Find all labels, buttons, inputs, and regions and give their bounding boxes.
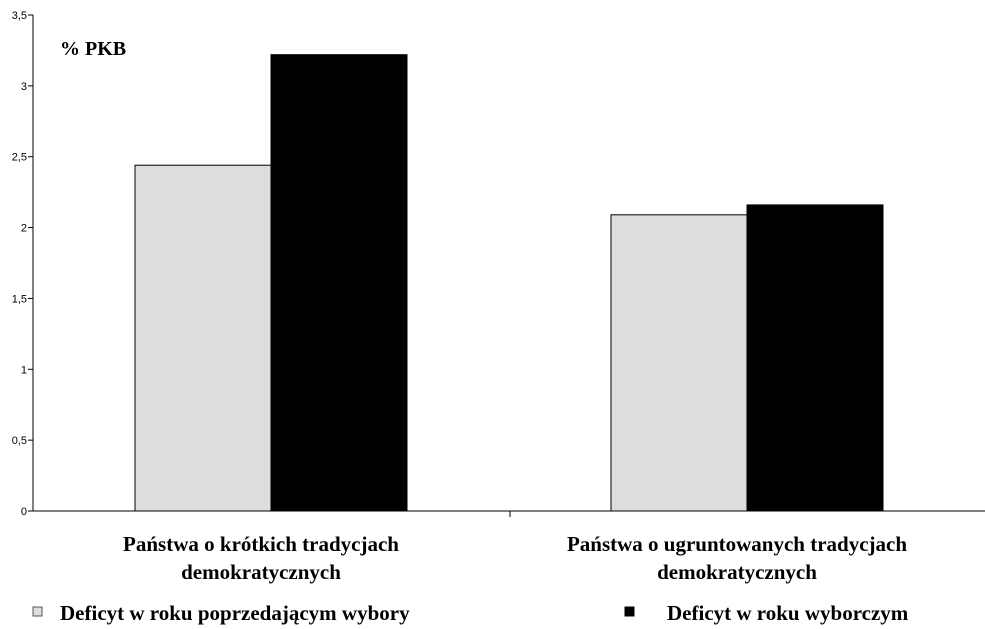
unit-label: % PKB <box>60 38 126 60</box>
y-ticks: 0 0,5 1 1,5 2 2,5 3 3,5 <box>12 10 33 518</box>
y-tick-label: 0,5 <box>12 435 27 447</box>
bar-pre-election-cat-2 <box>610 214 748 512</box>
y-tick-label: 0 <box>21 506 27 518</box>
y-tick-label: 1 <box>21 364 27 376</box>
y-tick-label: 1,5 <box>12 293 27 305</box>
bar-pre-election-cat-1 <box>134 164 272 512</box>
y-tick-label: 2 <box>21 223 27 235</box>
category-label: Państwa o ugruntowanych tradycjach <box>567 532 907 556</box>
category-label: Państwa o krótkich tradycjach <box>123 532 399 556</box>
bars <box>134 54 884 512</box>
legend-swatch <box>624 606 635 617</box>
category-label: demokratycznych <box>181 560 341 584</box>
legend-swatch <box>32 606 43 617</box>
category-label: demokratycznych <box>657 560 817 584</box>
bar-election-cat-1 <box>270 54 408 512</box>
legend-label: Deficyt w roku poprzedającym wybory <box>60 601 410 625</box>
legend-label: Deficyt w roku wyborczym <box>667 601 909 625</box>
y-tick-label: 3 <box>21 81 27 93</box>
bar-election-cat-2 <box>746 204 884 512</box>
y-tick-label: 2,5 <box>12 152 27 164</box>
category-labels: Państwa o krótkich tradycjach demokratycz… <box>123 532 907 584</box>
y-tick-label: 3,5 <box>12 10 27 22</box>
legend: Deficyt w roku poprzedającym wybory Defic… <box>32 601 909 625</box>
